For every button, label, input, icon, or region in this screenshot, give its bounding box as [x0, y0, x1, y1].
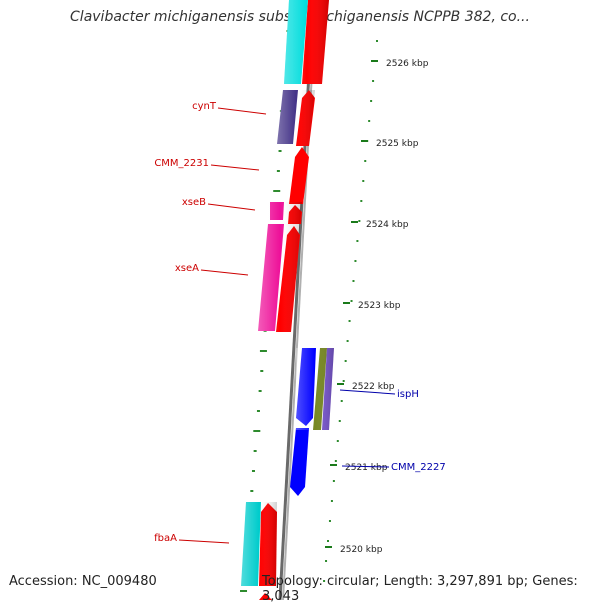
gene-label-leader — [178, 539, 230, 544]
inner-tick — [253, 450, 257, 452]
outer-tick — [346, 340, 349, 342]
gene-label-leader — [339, 389, 396, 395]
inner-tick — [273, 190, 281, 192]
inner-tick — [278, 150, 282, 152]
ruler-tick — [337, 383, 344, 385]
outer-tick — [372, 80, 375, 82]
gene-label-leader — [210, 164, 260, 171]
outer-tick — [334, 460, 337, 462]
outer-tick — [364, 160, 367, 162]
ruler-tick — [343, 302, 350, 304]
gene-label-leader — [200, 269, 249, 276]
ruler-tick — [351, 221, 358, 223]
gene-label-xsea[interactable]: xseA — [175, 263, 199, 274]
inner-tick — [250, 490, 254, 492]
outer-tick — [340, 400, 343, 402]
ruler-label: 2521 kbp — [345, 463, 388, 473]
ruler-tick — [330, 464, 337, 466]
gene-label-cmm-2231[interactable]: CMM_2231 — [154, 158, 209, 169]
outer-tick — [330, 500, 333, 502]
ruler-tick — [325, 546, 332, 548]
gene-label-cynt[interactable]: cynT — [192, 101, 217, 112]
outer-tick — [358, 220, 361, 222]
outer-tick — [342, 380, 345, 382]
gene-label-fbaa[interactable]: fbaA — [154, 533, 177, 544]
gene-label-leader — [217, 107, 267, 115]
ruler-tick — [371, 60, 378, 62]
outer-tick — [348, 320, 351, 322]
outer-tick — [338, 420, 341, 422]
inner-tick — [260, 370, 264, 372]
outer-tick — [350, 300, 353, 302]
ruler-label: 2525 kbp — [376, 139, 419, 149]
inner-tick — [256, 410, 260, 412]
gene-label-leader — [341, 465, 390, 468]
outer-tick — [325, 560, 328, 562]
outer-tick — [362, 180, 365, 182]
outer-tick — [344, 360, 347, 362]
gene-label-isph[interactable]: ispH — [397, 389, 419, 400]
outer-tick — [376, 40, 378, 42]
outer-tick — [352, 280, 355, 282]
cds-reverse-cmm2231 — [289, 147, 309, 204]
outer-tick — [332, 480, 335, 482]
ruler-label: 2526 kbp — [386, 59, 429, 69]
ruler: 2526 kbp 2525 kbp 2524 kbp 2523 kbp 2522 kbp… — [325, 59, 429, 555]
inner-tick — [240, 590, 248, 592]
ruler-tick — [361, 140, 368, 142]
accession-text: Accession: NC_009480 — [9, 574, 157, 589]
feature-shading — [241, 0, 334, 586]
gene-label-xseb[interactable]: xseB — [182, 197, 206, 208]
outer-tick — [356, 240, 359, 242]
inner-tick — [276, 170, 280, 172]
ruler-label: 2522 kbp — [352, 382, 395, 392]
inner-tick — [253, 430, 261, 432]
outer-tick — [327, 540, 329, 542]
cds-reverse-bottom — [259, 593, 272, 600]
ruler-label: 2520 kbp — [340, 545, 383, 555]
cds-forward-cmm2227 — [290, 428, 309, 496]
gene-label-cmm-2227[interactable]: CMM_2227 — [391, 462, 446, 473]
gene-label-leader — [207, 203, 256, 211]
outer-tick — [328, 520, 331, 522]
inner-tick — [251, 470, 255, 472]
gene-labels: cynT CMM_2231 xseB xseA fbaA ispH CMM_2227 — [154, 101, 446, 544]
inner-tick — [259, 350, 267, 352]
outer-tick — [323, 580, 326, 582]
ruler-label: 2523 kbp — [358, 301, 401, 311]
inner-tick — [258, 390, 262, 392]
outer-dotted-ring — [323, 40, 378, 582]
outer-tick — [354, 260, 357, 262]
ruler-label: 2524 kbp — [366, 220, 409, 230]
outer-tick — [360, 200, 363, 202]
outer-tick — [370, 100, 373, 102]
outer-tick — [368, 120, 371, 122]
outer-tick — [336, 440, 339, 442]
